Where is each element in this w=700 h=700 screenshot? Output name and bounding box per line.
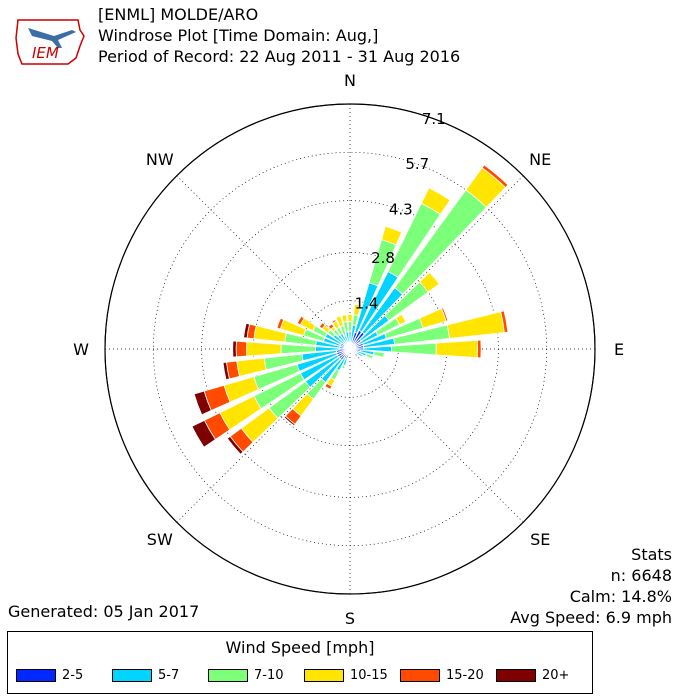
windrose-bar-270-15-20 <box>235 340 248 358</box>
legend-item-2-5: 2-5 <box>16 668 112 683</box>
stats-count: n: 6648 <box>610 566 672 585</box>
windrose-bar-360-5-7 <box>348 331 352 343</box>
radial-gridline <box>349 175 524 350</box>
iem-logo-graphic: IEM <box>15 19 85 65</box>
windrose-bar-60-10-15 <box>395 313 407 326</box>
radial-tick-label: 5.7 <box>405 155 429 173</box>
direction-label-NE: NE <box>529 150 551 169</box>
windrose-bar-50-10-15 <box>419 271 440 293</box>
windrose-bar-250-20+ <box>193 390 212 416</box>
legend: Wind Speed [mph] 2-5 5-7 7-10 10-15 15-20 20+ <box>7 631 593 694</box>
radial-tick-label: 7.1 <box>422 110 446 128</box>
legend-label: 15-20 <box>446 668 484 683</box>
windrose-bar-360-10-15 <box>347 314 353 322</box>
ring-gridline <box>152 151 548 547</box>
windrose-bar-20-10-15 <box>381 225 403 246</box>
windrose-bar-120-5-7 <box>355 351 363 358</box>
windrose-bar-10-10-15 <box>353 303 362 316</box>
period-line: Period of Record: 22 Aug 2011 - 31 Aug 2… <box>98 47 461 66</box>
stats-avg-speed: Avg Speed: 6.9 mph <box>510 608 672 627</box>
radial-gridline <box>349 348 524 523</box>
windrose-bar-230-20+ <box>226 435 244 455</box>
radial-tick-label: 1.4 <box>355 295 379 313</box>
windrose-bar-100-7-10 <box>372 351 385 358</box>
windrose-bar-80-15-20 <box>500 310 509 333</box>
windrose-bar-290-15-20 <box>276 317 285 330</box>
legend-label: 7-10 <box>254 668 284 683</box>
outer-ring <box>104 103 596 595</box>
radial-gridline <box>176 348 351 523</box>
windrose-bar-30-10-15 <box>420 187 451 215</box>
legend-items: 2-5 5-7 7-10 10-15 15-20 20+ <box>16 668 592 683</box>
windrose-bar-270-20+ <box>232 340 237 358</box>
windrose-bar-140-5-7 <box>351 350 356 356</box>
windrose-bar-80-10-15 <box>446 311 505 339</box>
windrose-bar-210-15-20 <box>324 382 333 390</box>
windrose-bar-70-10-15 <box>418 307 447 329</box>
plot-title: [ENML] MOLDE/ARO Windrose Plot [Time Dom… <box>98 4 460 67</box>
legend-title: Wind Speed [mph] <box>225 638 375 657</box>
legend-label: 5-7 <box>158 668 180 683</box>
windrose-bar-110-7-10 <box>365 353 374 360</box>
legend-item-7-10: 7-10 <box>208 668 304 683</box>
legend-item-10-15: 10-15 <box>304 668 400 683</box>
logo-text: IEM <box>32 44 59 62</box>
windrose-bar-360-2-5 <box>349 341 351 350</box>
direction-label-SW: SW <box>147 530 173 549</box>
axis-labels: 1.4 2.8 4.3 5.7 7.1 N NE E SE S SW W NW <box>73 71 624 628</box>
stats-calm: Calm: 14.8% <box>569 587 672 606</box>
stats-title: Stats <box>631 545 672 564</box>
windrose-bar-330-15-20 <box>331 319 337 324</box>
windrose-bar-350-10-15 <box>341 314 348 323</box>
windrose-bar-270-7-10 <box>280 343 316 355</box>
windrose-bar-240-20+ <box>191 419 216 448</box>
generated-date: Generated: 05 Jan 2017 <box>8 602 200 621</box>
windrose-bar-340-10-15 <box>335 315 344 328</box>
direction-label-S: S <box>345 609 355 628</box>
legend-label: 10-15 <box>350 668 388 683</box>
legend-swatch <box>112 669 152 682</box>
legend-item-15-20: 15-20 <box>400 668 496 683</box>
direction-label-E: E <box>614 340 624 359</box>
legend-item-5-7: 5-7 <box>112 668 208 683</box>
windrose-bars <box>191 164 509 455</box>
iem-logo: IEM <box>14 14 86 70</box>
windrose-bar-90-15-20 <box>476 339 482 359</box>
windrose-bar-310-15-20 <box>318 322 326 330</box>
windrose-bar-260-20+ <box>222 361 230 381</box>
windrose-bar-200-7-10 <box>341 364 346 370</box>
legend-swatch <box>16 669 56 682</box>
windrose-bar-70-15-20 <box>440 307 449 322</box>
windrose-bar-300-15-20 <box>296 315 305 326</box>
legend-item-20+: 20+ <box>496 668 592 683</box>
stats-panel: Stats n: 6648 Calm: 14.8% Avg Speed: 6.9… <box>510 544 672 628</box>
windrose-bar-360-7-10 <box>347 320 353 333</box>
legend-swatch <box>400 669 440 682</box>
windrose-bar-260-10-15 <box>236 357 267 377</box>
legend-swatch <box>208 669 248 682</box>
radial-tick-label: 2.8 <box>371 249 395 267</box>
windrose-bar-320-15-20 <box>327 323 335 330</box>
station-line: [ENML] MOLDE/ARO <box>98 5 259 24</box>
legend-swatch <box>304 669 344 682</box>
direction-label-N: N <box>344 71 356 90</box>
windrose-bar-220-20+ <box>283 415 296 427</box>
legend-label: 2-5 <box>62 668 84 683</box>
windrose-bar-40-15-20 <box>481 164 509 188</box>
windrose-bar-280-20+ <box>243 322 250 339</box>
radial-tick-label: 4.3 <box>389 201 413 219</box>
legend-swatch <box>496 669 536 682</box>
direction-label-SE: SE <box>530 530 550 549</box>
windrose-bar-270-10-15 <box>246 341 282 357</box>
direction-label-W: W <box>73 340 89 359</box>
plot-type-line: Windrose Plot [Time Domain: Aug,] <box>98 26 379 45</box>
legend-label: 20+ <box>542 668 570 683</box>
windrose-bar-90-10-15 <box>435 339 479 359</box>
ring-gridline <box>201 200 499 498</box>
direction-label-NW: NW <box>146 150 174 169</box>
radial-gridline <box>176 175 351 350</box>
